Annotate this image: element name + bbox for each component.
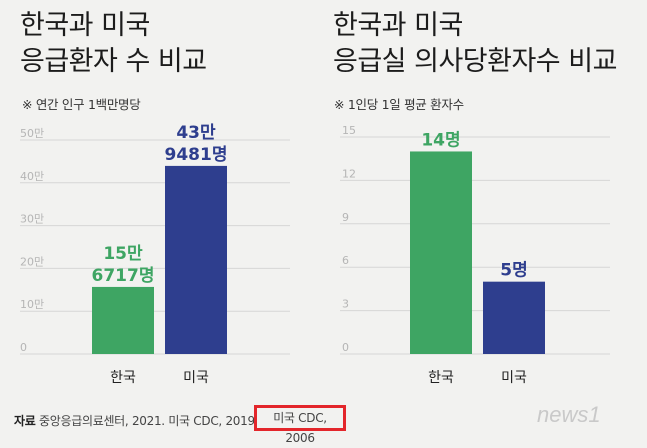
y-tick-label: 10만 <box>20 298 44 311</box>
y-tick-label: 30만 <box>20 213 44 226</box>
source-line: 자료 중앙응급의료센터, 2021. 미국 CDC, 2019 <box>14 412 255 429</box>
y-tick-label: 3 <box>342 298 349 311</box>
category-label: 한국 <box>110 370 136 386</box>
category-label: 미국 <box>183 370 209 386</box>
right-chart-title: 한국과 미국 응급실 의사당환자수 비교 <box>333 8 617 80</box>
news1-logo-text: news1 <box>537 402 601 427</box>
source-label: 자료 <box>14 414 36 428</box>
right-title-line1: 한국과 미국 <box>333 10 463 41</box>
y-tick-label: 12 <box>342 167 356 180</box>
y-tick-label: 50만 <box>20 127 44 140</box>
y-tick-label: 9 <box>342 211 349 224</box>
left-title-line1: 한국과 미국 <box>20 10 150 41</box>
y-tick-label: 20만 <box>20 255 44 268</box>
category-label: 한국 <box>428 370 454 386</box>
category-label: 미국 <box>501 370 527 386</box>
y-tick-label: 40만 <box>20 170 44 183</box>
news1-logo: news1 <box>537 402 601 427</box>
data-label: 9481명 <box>165 145 228 165</box>
highlighted-source: 미국 CDC, 2006 <box>254 405 346 445</box>
left-chart-title: 한국과 미국 응급환자 수 비교 <box>20 8 207 80</box>
data-label: 14명 <box>421 130 460 150</box>
bar-korea <box>92 286 154 354</box>
y-tick-label: 15 <box>342 124 356 137</box>
data-label: 15만 <box>103 244 143 264</box>
data-label: 5명 <box>500 261 527 281</box>
y-tick-label: 0 <box>342 341 349 354</box>
y-tick-label: 6 <box>342 254 349 267</box>
left-chart-note: ※ 연간 인구 1백만명당 <box>22 97 141 112</box>
right-chart-note: ※ 1인당 1일 평균 환자수 <box>334 97 464 112</box>
data-label: 43만 <box>176 123 216 143</box>
right-title-line2: 응급실 의사당환자수 비교 <box>333 46 617 77</box>
y-tick-label: 0 <box>20 341 27 354</box>
bar-korea <box>410 151 472 354</box>
bar-usa <box>165 165 227 354</box>
bar-usa <box>483 281 545 354</box>
source-text: 중앙응급의료센터, 2021. 미국 CDC, 2019 <box>39 414 255 428</box>
data-label: 6717명 <box>92 266 155 286</box>
left-title-line2: 응급환자 수 비교 <box>20 46 207 77</box>
